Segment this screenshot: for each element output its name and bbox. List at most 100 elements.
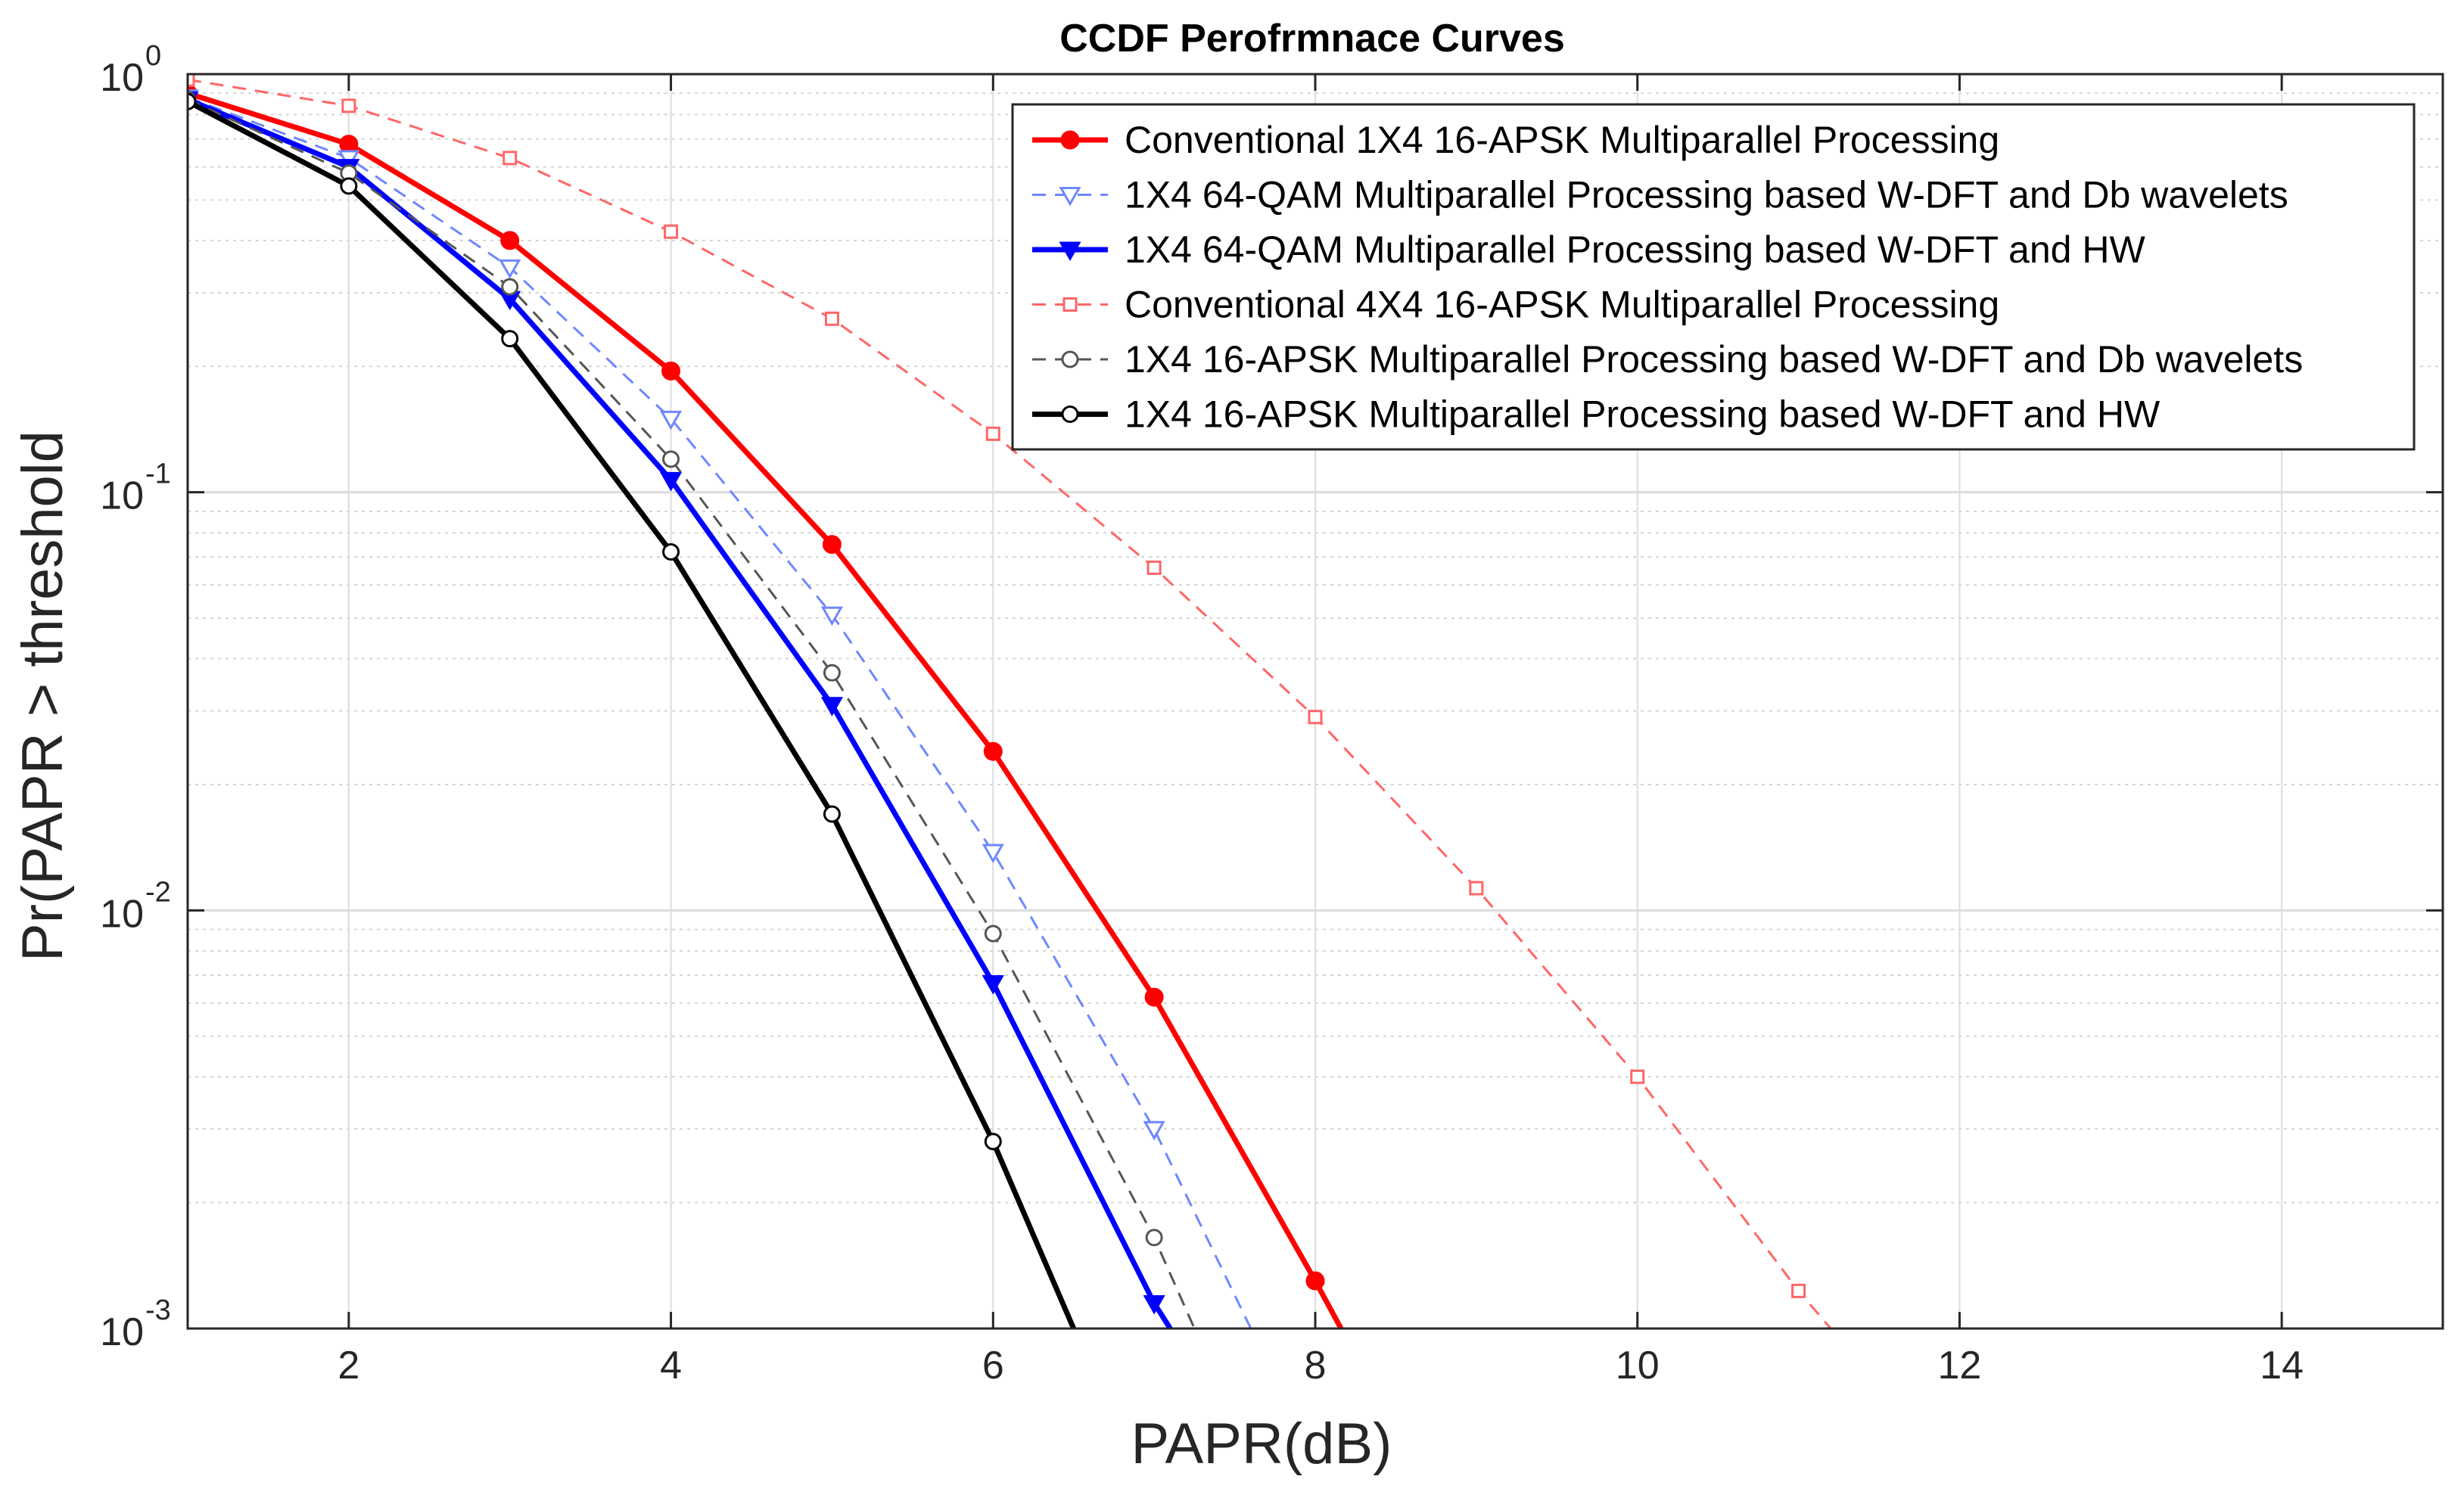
y-tick-base: 10 xyxy=(100,474,144,518)
marker-shape xyxy=(1062,297,1078,312)
marker-shape xyxy=(823,805,841,823)
legend-marker xyxy=(1059,241,1081,262)
legend-entry: 1X4 16-APSK Multiparallel Processing bas… xyxy=(1032,338,2303,381)
data-point xyxy=(1469,881,1484,896)
data-point xyxy=(1630,1069,1645,1084)
marker-shape xyxy=(659,471,683,492)
marker-shape xyxy=(1143,1120,1165,1141)
y-tick-exponent: -2 xyxy=(145,876,171,908)
y-tick-label: 10 -1 xyxy=(100,458,171,518)
marker-shape xyxy=(1061,350,1079,368)
series-line xyxy=(188,97,1173,1329)
legend-entry: Conventional 4X4 16-APSK Multiparallel P… xyxy=(1032,284,1999,326)
marker-shape xyxy=(1305,1271,1325,1291)
data-point xyxy=(1791,1283,1806,1298)
data-point xyxy=(1143,1120,1165,1141)
marker-shape xyxy=(340,177,358,195)
marker-shape xyxy=(188,92,197,110)
y-tick-exponent: -3 xyxy=(145,1294,171,1326)
data-point xyxy=(985,426,1000,441)
legend-entry: 1X4 64-QAM Multiparallel Processing base… xyxy=(1032,174,2288,216)
marker-shape xyxy=(499,259,521,279)
data-point xyxy=(188,92,197,110)
x-tick-label: 10 xyxy=(1616,1344,1660,1388)
marker-shape xyxy=(500,231,520,250)
data-point xyxy=(982,974,1004,995)
data-point xyxy=(501,330,519,348)
data-point xyxy=(661,361,681,381)
series-line xyxy=(188,98,1196,1329)
y-tick-label: 10 -3 xyxy=(100,1294,171,1354)
marker-shape xyxy=(664,224,679,239)
y-axis-label: Pr(PAPR > threshold xyxy=(11,430,75,962)
data-point xyxy=(1305,1271,1325,1291)
data-point xyxy=(983,741,1003,761)
marker-shape xyxy=(985,426,1000,441)
marker-shape xyxy=(1143,1294,1165,1315)
data-point xyxy=(502,151,518,166)
marker-shape xyxy=(339,135,359,154)
marker-shape xyxy=(1144,987,1164,1007)
y-tick-base: 10 xyxy=(100,1310,144,1354)
marker-shape xyxy=(662,543,680,561)
marker-shape xyxy=(1308,710,1323,725)
data-point xyxy=(1146,560,1162,575)
series-4 xyxy=(188,74,1832,1329)
marker-shape xyxy=(1059,241,1081,262)
y-tick-exponent: 0 xyxy=(145,40,161,72)
y-tick-label: 10 -2 xyxy=(100,876,171,936)
legend-entry: 1X4 64-QAM Multiparallel Processing base… xyxy=(1032,228,2145,271)
legend-label: 1X4 64-QAM Multiparallel Processing base… xyxy=(1125,174,2288,216)
data-point xyxy=(982,844,1004,864)
data-point xyxy=(188,74,195,87)
data-point xyxy=(659,471,683,492)
x-tick-label: 14 xyxy=(2260,1344,2304,1388)
legend-label: 1X4 64-QAM Multiparallel Processing base… xyxy=(1125,228,2145,271)
data-point xyxy=(339,135,359,154)
x-axis-label: PAPR(dB) xyxy=(1131,1412,1392,1476)
data-point xyxy=(822,535,842,555)
marker-shape xyxy=(982,844,1004,864)
series-line xyxy=(188,96,1252,1329)
x-tick-label: 2 xyxy=(338,1344,359,1388)
x-tick-label: 8 xyxy=(1305,1344,1327,1388)
x-tick-label: 6 xyxy=(982,1344,1004,1388)
data-point xyxy=(1143,1294,1165,1315)
marker-shape xyxy=(824,311,839,326)
data-point xyxy=(824,311,839,326)
y-tick-base: 10 xyxy=(100,56,144,100)
data-point xyxy=(984,1133,1002,1151)
legend-entry: Conventional 1X4 16-APSK Multiparallel P… xyxy=(1032,119,1999,161)
marker-shape xyxy=(1145,1229,1163,1247)
marker-shape xyxy=(659,410,683,430)
legend-box xyxy=(1011,103,2416,451)
marker-shape xyxy=(1059,187,1081,207)
data-point xyxy=(499,259,521,279)
data-point xyxy=(340,177,358,195)
legend-label: 1X4 16-APSK Multiparallel Processing bas… xyxy=(1125,338,2303,381)
marker-shape xyxy=(982,974,1004,995)
data-point xyxy=(820,697,844,716)
data-point xyxy=(501,278,519,296)
marker-shape xyxy=(820,606,844,626)
marker-shape xyxy=(502,151,518,166)
marker-shape xyxy=(501,278,519,296)
data-point xyxy=(659,410,683,430)
data-point xyxy=(984,925,1002,943)
marker-shape xyxy=(662,450,680,468)
series-group xyxy=(188,74,1832,1329)
chart-title: CCDF Perofrmnace Curves xyxy=(1059,17,1565,61)
legend-label: Conventional 1X4 16-APSK Multiparallel P… xyxy=(1125,119,1999,161)
data-point xyxy=(341,98,356,113)
data-point xyxy=(1308,710,1323,725)
marker-shape xyxy=(1061,406,1079,423)
legend-label: 1X4 16-APSK Multiparallel Processing bas… xyxy=(1125,393,2161,436)
y-tick-label: 10 0 xyxy=(100,40,161,100)
marker-shape xyxy=(984,925,1002,943)
marker-shape xyxy=(984,1133,1002,1151)
legend-marker xyxy=(1062,297,1078,312)
marker-shape xyxy=(822,535,842,555)
legend-marker xyxy=(1060,130,1080,150)
marker-shape xyxy=(1146,560,1162,575)
marker-shape xyxy=(1060,130,1080,150)
